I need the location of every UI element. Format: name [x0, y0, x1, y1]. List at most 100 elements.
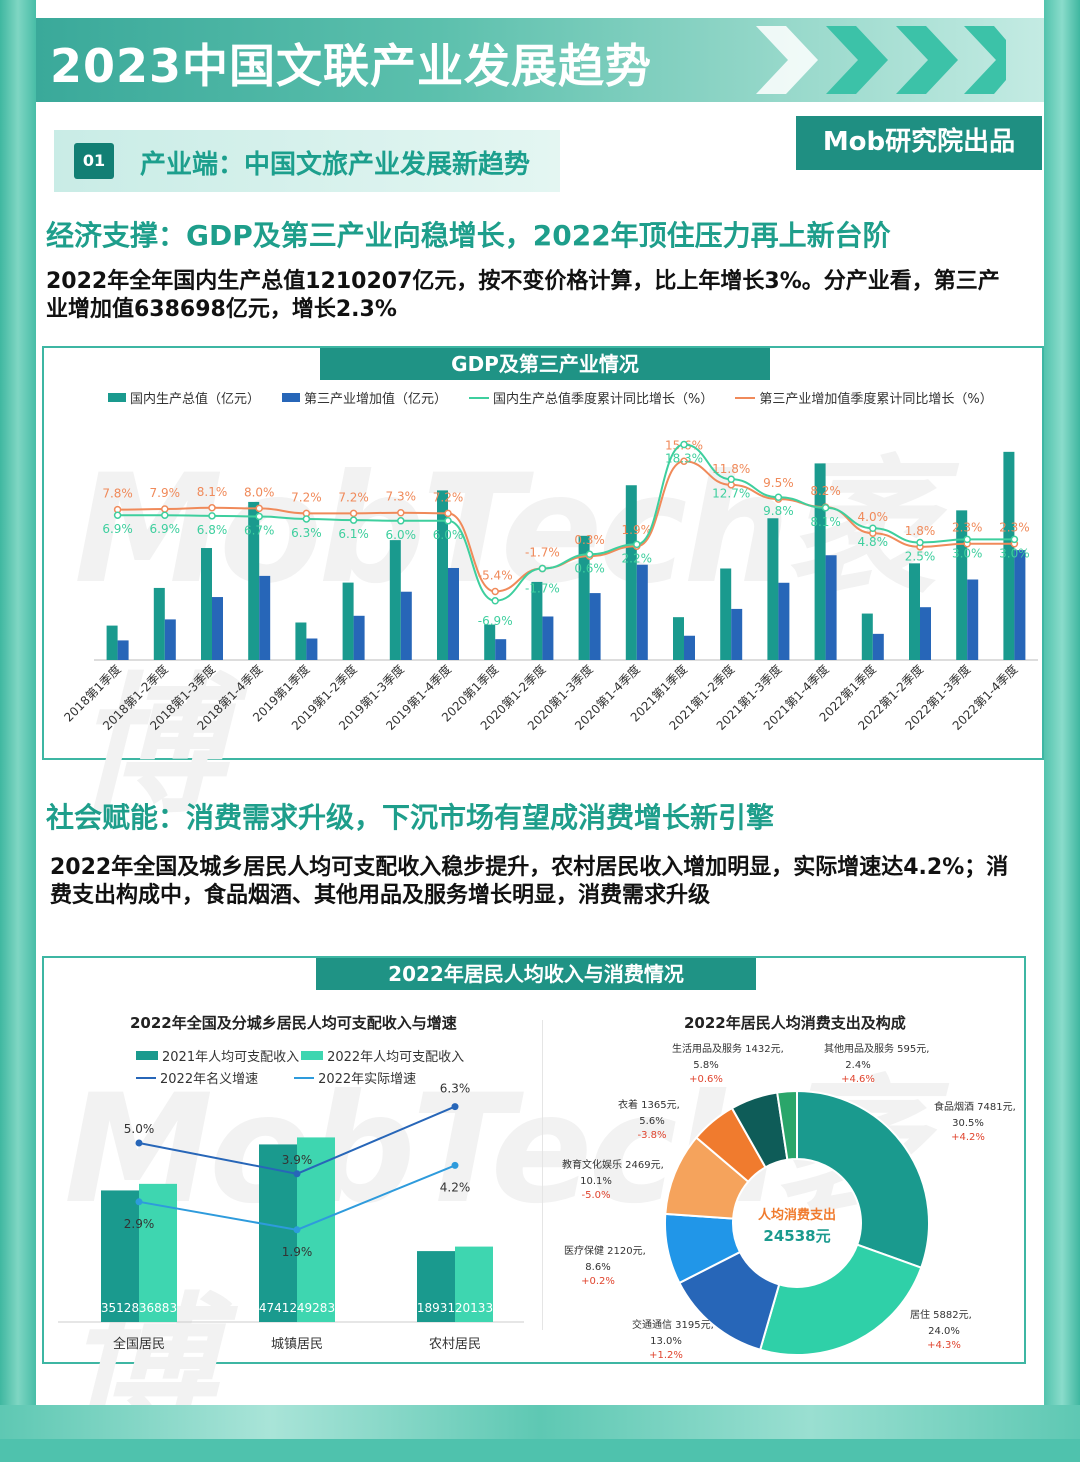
point-gdp-growth — [302, 515, 311, 523]
slice-label-change: -5.0% — [581, 1190, 610, 1201]
point-gdp-growth — [1010, 535, 1019, 544]
bar-gdp — [956, 510, 968, 660]
bar-tertiary — [1014, 550, 1026, 660]
slice-label-change: +1.2% — [649, 1350, 683, 1360]
data-label-gdp-growth: 6.9% — [150, 522, 181, 536]
data-label-tertiary-growth: -1.7% — [525, 546, 560, 560]
bar-value-2021: 35128 — [101, 1301, 139, 1315]
slice-label-name: 教育文化娱乐 2469元, — [562, 1158, 664, 1171]
bar-value-2022: 20133 — [455, 1301, 493, 1315]
bar-tertiary — [778, 582, 790, 660]
data-label-gdp-growth: 6.0% — [433, 528, 464, 542]
data-label-tertiary-growth: 9.5% — [763, 476, 794, 490]
data-label-gdp-growth: 6.9% — [102, 522, 133, 536]
bar-gdp — [720, 568, 732, 660]
point-tertiary-growth — [444, 509, 452, 518]
bar-income-2022 — [297, 1137, 335, 1322]
bar-gdp — [201, 548, 212, 660]
data-label-tertiary-growth: 7.2% — [291, 490, 322, 504]
title-banner: 2023中国文联产业发展趋势 — [36, 18, 1044, 102]
bar-gdp — [437, 490, 448, 660]
label-nominal-growth: 5.0% — [124, 1122, 155, 1136]
data-label-tertiary-growth: 7.2% — [338, 490, 369, 504]
bar-gdp — [153, 587, 165, 660]
label-nominal-growth: 6.3% — [440, 1082, 471, 1096]
slice-label-name: 医疗保健 2120元, — [564, 1244, 646, 1257]
gdp-chart-svg: 2018第1季度2018第1-2季度2018第1-3季度2018第1-4季度20… — [61, 438, 1038, 733]
data-label-tertiary-growth: 1.9% — [622, 523, 653, 537]
point-gdp-growth — [208, 512, 216, 520]
bar-tertiary — [164, 619, 176, 660]
point-tertiary-growth — [397, 508, 405, 517]
income-legend-row2: 2022年名义增速 2022年实际增速 — [136, 1068, 416, 1087]
bar-gdp — [909, 563, 920, 660]
income-chart-svg: 35128 36883 全国居民 47412 49283 城镇居民 18931 20133 农村… — [58, 1042, 1016, 1360]
bar-gdp — [814, 463, 826, 660]
point-gdp-growth — [963, 535, 971, 544]
donut-center-value: 24538元 — [763, 1227, 830, 1245]
bar-gdp — [625, 485, 637, 660]
data-label-gdp-growth: 4.8% — [858, 535, 889, 549]
bar-tertiary — [872, 633, 884, 660]
data-label-gdp-growth: -6.9% — [478, 614, 513, 628]
slice-label-name: 食品烟酒 7481元, — [934, 1100, 1016, 1113]
donut-slice — [758, 1243, 923, 1356]
legend-swatch-tertiary — [282, 393, 301, 402]
data-label-tertiary-growth: 2.3% — [999, 521, 1030, 535]
slice-label-change: +4.2% — [951, 1132, 985, 1143]
legend-label-tertiary: 第三产业增加值（亿元） — [304, 392, 448, 407]
bar-gdp — [861, 613, 873, 660]
legend-line-nominal — [136, 1076, 156, 1079]
bar-tertiary — [920, 607, 931, 660]
point-tertiary-growth — [208, 504, 216, 512]
bar-tertiary — [825, 555, 837, 660]
point-real-growth — [451, 1161, 459, 1169]
slice-label-change: +0.6% — [689, 1074, 723, 1085]
point-gdp-growth — [727, 475, 735, 484]
point-gdp-growth — [538, 564, 547, 573]
data-label-tertiary-growth: 11.8% — [712, 462, 750, 476]
legend-swatch-gdp — [108, 393, 126, 402]
gdp-chart-box: MobTech袤博 GDP及第三产业情况 国内生产总值（亿元） 第三产业增加值（… — [42, 346, 1044, 834]
bar-tertiary — [306, 638, 318, 660]
data-label-tertiary-growth: 7.9% — [150, 486, 181, 500]
gdp-legend: 国内生产总值（亿元） 第三产业增加值（亿元） 国内生产总值季度累计同比增长（%）… — [108, 388, 993, 407]
slice-label-share: 30.5% — [952, 1118, 984, 1129]
bar-income-2021 — [101, 1190, 139, 1322]
bar-income-2022 — [455, 1246, 493, 1322]
legend-line-real — [294, 1076, 315, 1079]
data-label-gdp-growth: 0.6% — [574, 561, 605, 575]
data-label-tertiary-growth: 7.3% — [386, 490, 417, 504]
slice-label-change: +4.3% — [927, 1340, 961, 1351]
point-real-growth — [135, 1198, 143, 1206]
point-gdp-growth — [161, 511, 169, 519]
label-real-growth: 1.9% — [282, 1245, 313, 1259]
bar-tertiary — [448, 567, 459, 660]
point-gdp-growth — [633, 540, 641, 549]
point-gdp-growth — [349, 516, 358, 524]
income-box-title: 2022年居民人均收入与消费情况 — [316, 958, 756, 990]
point-nominal-growth — [451, 1103, 459, 1111]
bar-value-2022: 49283 — [297, 1301, 335, 1315]
bar-gdp — [484, 624, 496, 660]
data-label-tertiary-growth: 8.1% — [197, 485, 228, 499]
legend-line-gdp-growth — [469, 396, 490, 399]
slice-label-name: 居住 5882元, — [910, 1308, 972, 1321]
right-decor-strip — [1044, 0, 1080, 1439]
bar-gdp — [531, 581, 543, 660]
data-label-gdp-growth: 6.7% — [244, 523, 275, 537]
data-label-gdp-growth: 6.0% — [386, 528, 417, 542]
bar-tertiary — [259, 575, 271, 660]
data-label-tertiary-growth: 4.0% — [858, 510, 889, 524]
bar-gdp — [248, 501, 260, 660]
slice-label-share: 10.1% — [580, 1176, 612, 1187]
consumption-chart-title: 2022年居民人均消费支出及构成 — [684, 1014, 906, 1032]
label-real-growth: 4.2% — [440, 1180, 471, 1194]
slice-label-name: 生活用品及服务 1432元, — [672, 1042, 784, 1055]
slice-label-share: 13.0% — [650, 1336, 682, 1347]
data-label-tertiary-growth: 0.3% — [574, 533, 605, 547]
bar-value-2022: 36883 — [139, 1301, 177, 1315]
point-gdp-growth — [444, 517, 452, 525]
left-decor-strip — [0, 0, 36, 1439]
income-legend-row1: 2021年人均可支配收入 2022年人均可支配收入 — [136, 1046, 464, 1065]
